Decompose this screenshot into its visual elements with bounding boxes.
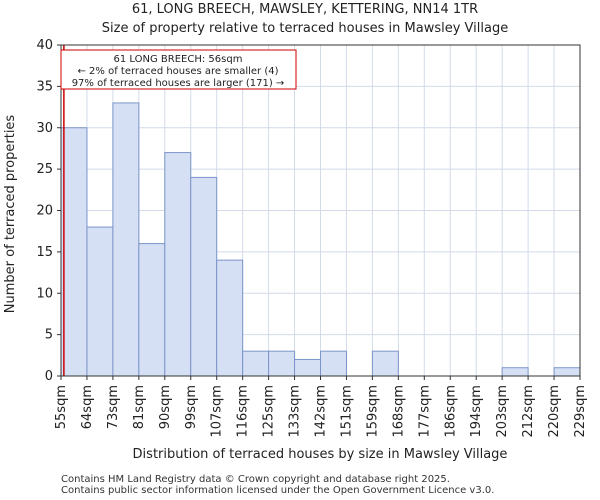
x-tick-label-125sqm: 125sqm [262,385,277,438]
x-tick-label-194sqm: 194sqm [469,385,484,438]
bar-81sqm [138,243,166,377]
bar-142sqm [320,350,347,377]
x-tick-label-116sqm: 116sqm [236,385,251,438]
x-tick-label-177sqm: 177sqm [417,385,432,438]
x-tick-label-81sqm: 81sqm [132,385,147,429]
bar-125sqm [268,350,296,377]
bar-99sqm [190,176,218,377]
bar-116sqm [242,350,270,377]
x-tick-label-151sqm: 151sqm [339,385,354,438]
x-tick-label-142sqm: 142sqm [314,385,329,438]
y-tick-label: 10 [36,286,53,301]
annotation-line-3: 97% of terraced houses are larger (171) … [72,78,285,89]
chart-title: 61, LONG BREECH, MAWSLEY, KETTERING, NN1… [132,2,478,17]
x-tick-label-168sqm: 168sqm [391,385,406,438]
x-axis-ticks: 55sqm 64sqm 73sqm 81sqm 90sqm 99sqm 107sqm 116s… [54,376,588,438]
bar-64sqm [86,226,114,377]
bar-133sqm [294,358,321,377]
chart-subtitle: Size of property relative to terraced ho… [102,21,508,36]
bar-90sqm [164,152,192,377]
x-tick-label-73sqm: 73sqm [106,385,121,429]
y-axis-label: Number of terraced properties [3,115,18,314]
bar-220sqm [553,367,581,377]
x-tick-label-186sqm: 186sqm [443,385,458,438]
y-tick-label: 5 [45,328,53,343]
y-axis-ticks: 0 5 10 15 20 25 30 35 40 [36,38,61,384]
y-tick-label: 30 [36,121,53,136]
y-tick-label: 35 [36,79,53,94]
annotation-line-1: 61 LONG BREECH: 56sqm [114,54,243,65]
x-tick-label-212sqm: 212sqm [521,385,536,438]
x-tick-label-159sqm: 159sqm [365,385,380,438]
annotation-line-2: ← 2% of terraced houses are smaller (4) [78,66,279,77]
x-axis-label: Distribution of terraced houses by size … [133,447,508,462]
annotation-box: 61 LONG BREECH: 56sqm ← 2% of terraced h… [60,49,297,90]
y-tick-label: 0 [45,369,53,384]
x-tick-label-133sqm: 133sqm [288,385,303,438]
bars [60,102,581,377]
x-tick-label-90sqm: 90sqm [158,385,173,429]
x-tick-label-99sqm: 99sqm [184,385,199,429]
x-tick-label-229sqm: 229sqm [573,385,588,438]
y-tick-label: 40 [36,38,53,53]
bar-55sqm [60,127,88,377]
bar-203sqm [501,367,529,377]
bar-107sqm [216,259,244,377]
bar-73sqm [112,102,140,377]
annotation-frame [60,49,297,90]
footer-line-1: Contains HM Land Registry data © Crown c… [61,474,450,485]
y-tick-label: 20 [36,204,53,219]
x-tick-label-64sqm: 64sqm [80,385,95,429]
x-tick-label-220sqm: 220sqm [547,385,562,438]
footer-line-2: Contains public sector information licen… [61,485,495,496]
x-tick-label-203sqm: 203sqm [495,385,510,438]
x-tick-label-55sqm: 55sqm [54,385,69,429]
y-tick-label: 25 [36,162,53,177]
x-tick-label-107sqm: 107sqm [210,385,225,438]
bar-159sqm [371,350,399,377]
y-tick-label: 15 [36,245,53,260]
